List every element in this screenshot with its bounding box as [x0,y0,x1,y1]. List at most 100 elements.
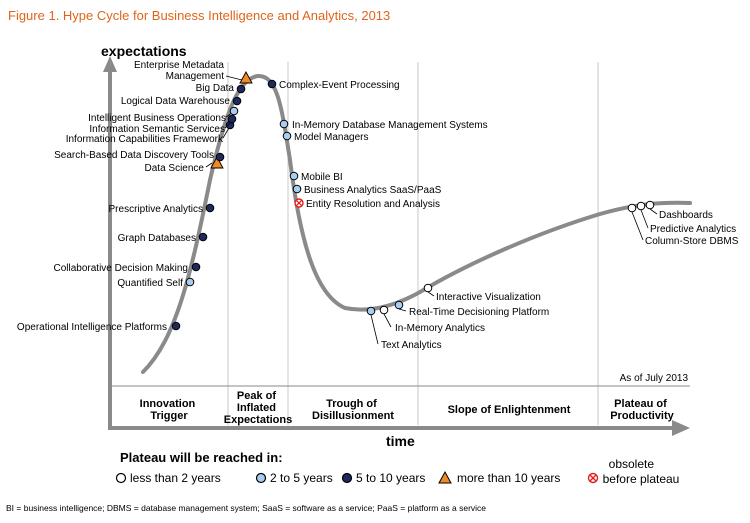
phase-slope-enlightenment: Slope of Enlightenment [448,404,571,416]
technology-label: Big Data [196,83,235,94]
technology-label: Column-Store DBMS [645,236,739,247]
triangle-marker-icon [239,71,253,84]
technology-label: Real-Time Decisioning Platform [409,307,549,318]
circle-marker-icon [636,201,646,211]
leader-line [649,208,658,215]
circle-marker-icon [205,203,215,213]
technology-label: Logical Data Warehouse [121,96,231,107]
technology-label: Information Capabilities Framework [66,134,224,145]
technology-label: In-Memory Database Management Systems [292,120,488,131]
circle-marker-icon [267,79,277,89]
legend-5to10-label: 5 to 10 years [356,471,425,485]
technology-point: Predictive Analytics [636,201,736,235]
phase-innovation-trigger: Innovation Trigger [140,398,199,422]
technology-point: Prescriptive Analytics [109,203,215,215]
technology-point: Big Data [196,83,246,94]
leader-line [631,211,644,241]
circle-marker-icon [171,321,181,331]
leader-line [205,162,213,168]
technology-point: Complex-Event Processing [267,79,400,91]
technology-label: In-Memory Analytics [395,323,485,334]
technology-point: Operational Intelligence Platforms [17,321,181,333]
circle-marker-icon [229,106,239,116]
technology-point: In-Memory Analytics [379,305,485,334]
technology-label: Complex-Event Processing [279,80,400,91]
technology-point: In-Memory Database Management Systems [279,119,488,131]
legend-item-gt10: more than 10 years [438,470,560,485]
technology-point: Graph Databases [118,232,208,244]
legend-gt10-marker-icon [438,470,452,484]
leader-line [640,209,649,229]
axes [103,56,690,436]
technology-point: Information Semantic Services [89,114,237,135]
phase-labels: Innovation Trigger Peak of Inflated Expe… [140,390,675,426]
legend-item-obsolete: obsolete before plateau [587,457,680,486]
phase-peak-inflated-expectations: Peak of Inflated Expectations [224,390,292,426]
circle-marker-icon [227,114,237,124]
legend-item-5to10: 5 to 10 years [341,471,425,485]
figure-title: Figure 1. Hype Cycle for Business Intell… [8,8,390,23]
technology-label: Graph Databases [118,233,196,244]
technology-point: Business Analytics SaaS/PaaS [292,184,442,196]
circle-marker-icon [645,200,655,210]
leader-line [225,75,243,81]
circle-marker-icon [366,306,376,316]
technology-point: Real-Time Decisioning Platform [394,300,549,318]
circle-marker-icon [282,131,292,141]
legend-item-lt2: less than 2 years [115,471,221,485]
circle-marker-icon [191,262,201,272]
legend-title: Plateau will be reached in: [120,450,283,465]
technology-label: Model Managers [294,132,368,143]
circle-marker-icon [185,277,195,287]
leader-line [427,291,435,297]
technology-markers: Operational Intelligence Platforms Quanti… [17,60,739,351]
technology-point: Dashboards [645,200,713,221]
as-of-date: As of July 2013 [620,373,689,384]
technology-label: Collaborative Decision Making [53,263,188,274]
technology-label: Quantified Self [117,278,183,289]
technology-label: Predictive Analytics [650,224,736,235]
x-axis-label: time [386,433,415,449]
technology-point: Enterprise Metadata Management [134,60,253,84]
technology-point: Intelligent Business Operations [88,106,239,124]
circle-marker-icon [279,119,289,129]
hype-curve [141,73,692,374]
circle-marker-icon [232,96,242,106]
technology-label: Data Science [145,163,205,174]
circle-marker-icon [215,152,225,162]
technology-label: Operational Intelligence Platforms [17,322,167,333]
technology-point: Data Science [145,156,224,174]
leader-line [383,313,392,328]
leader-line [398,308,407,312]
technology-point: Column-Store DBMS [627,203,739,247]
circle-marker-icon [423,283,433,293]
technology-label: Text Analytics [381,340,442,351]
circle-marker-icon [292,184,302,194]
technology-label: Enterprise Metadata Management [134,60,224,82]
circle-marker-icon [289,171,299,181]
technology-point: Model Managers [282,131,368,143]
technology-label: Entity Resolution and Analysis [306,199,440,210]
legend-obsolete-label: obsolete before plateau [603,457,680,486]
legend-2to5-label: 2 to 5 years [270,471,333,485]
technology-label: Business Analytics SaaS/PaaS [304,185,442,196]
legend-item-2to5: 2 to 5 years [255,471,333,485]
x-axis-arrow-icon [672,420,690,436]
technology-point: Text Analytics [366,306,442,351]
technology-label: Information Semantic Services [89,124,225,135]
technology-point: Mobile BI [289,171,343,183]
leader-line [370,314,379,345]
technology-point: Entity Resolution and Analysis [294,198,440,210]
technology-label: Search-Based Data Discovery Tools [54,150,214,161]
legend-gt10-label: more than 10 years [457,471,560,485]
circle-marker-icon [236,84,246,94]
legend-5to10-marker-icon [341,472,353,484]
obsolete-cross-stroke [295,199,303,207]
technology-point: Search-Based Data Discovery Tools [54,150,225,162]
legend-obsolete-marker-icon [587,472,599,484]
technology-label: Dashboards [659,210,713,221]
leader-line [224,121,232,129]
technology-label: Mobile BI [301,172,343,183]
triangle-marker-icon [210,156,224,169]
